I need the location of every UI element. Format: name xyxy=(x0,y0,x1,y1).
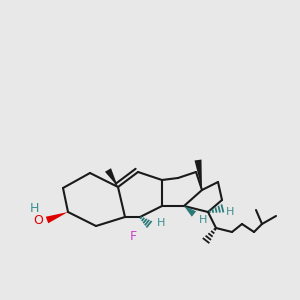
Text: H: H xyxy=(157,218,165,228)
Text: H: H xyxy=(226,207,234,217)
Polygon shape xyxy=(46,212,68,223)
Text: F: F xyxy=(129,230,137,244)
Text: O: O xyxy=(33,214,43,226)
Text: H: H xyxy=(199,215,207,225)
Polygon shape xyxy=(105,168,118,187)
Polygon shape xyxy=(194,160,202,190)
Text: H: H xyxy=(29,202,39,214)
Polygon shape xyxy=(184,206,196,217)
